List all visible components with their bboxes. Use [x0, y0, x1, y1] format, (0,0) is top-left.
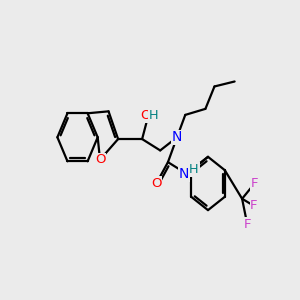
Text: F: F	[244, 218, 251, 231]
Text: O: O	[140, 110, 151, 122]
Text: O: O	[151, 177, 162, 190]
Text: F: F	[250, 200, 258, 212]
Text: H: H	[189, 163, 199, 176]
Text: O: O	[95, 153, 105, 166]
Text: N: N	[172, 130, 182, 144]
Text: F: F	[251, 177, 258, 190]
Text: H: H	[148, 109, 158, 122]
Text: N: N	[178, 167, 189, 181]
